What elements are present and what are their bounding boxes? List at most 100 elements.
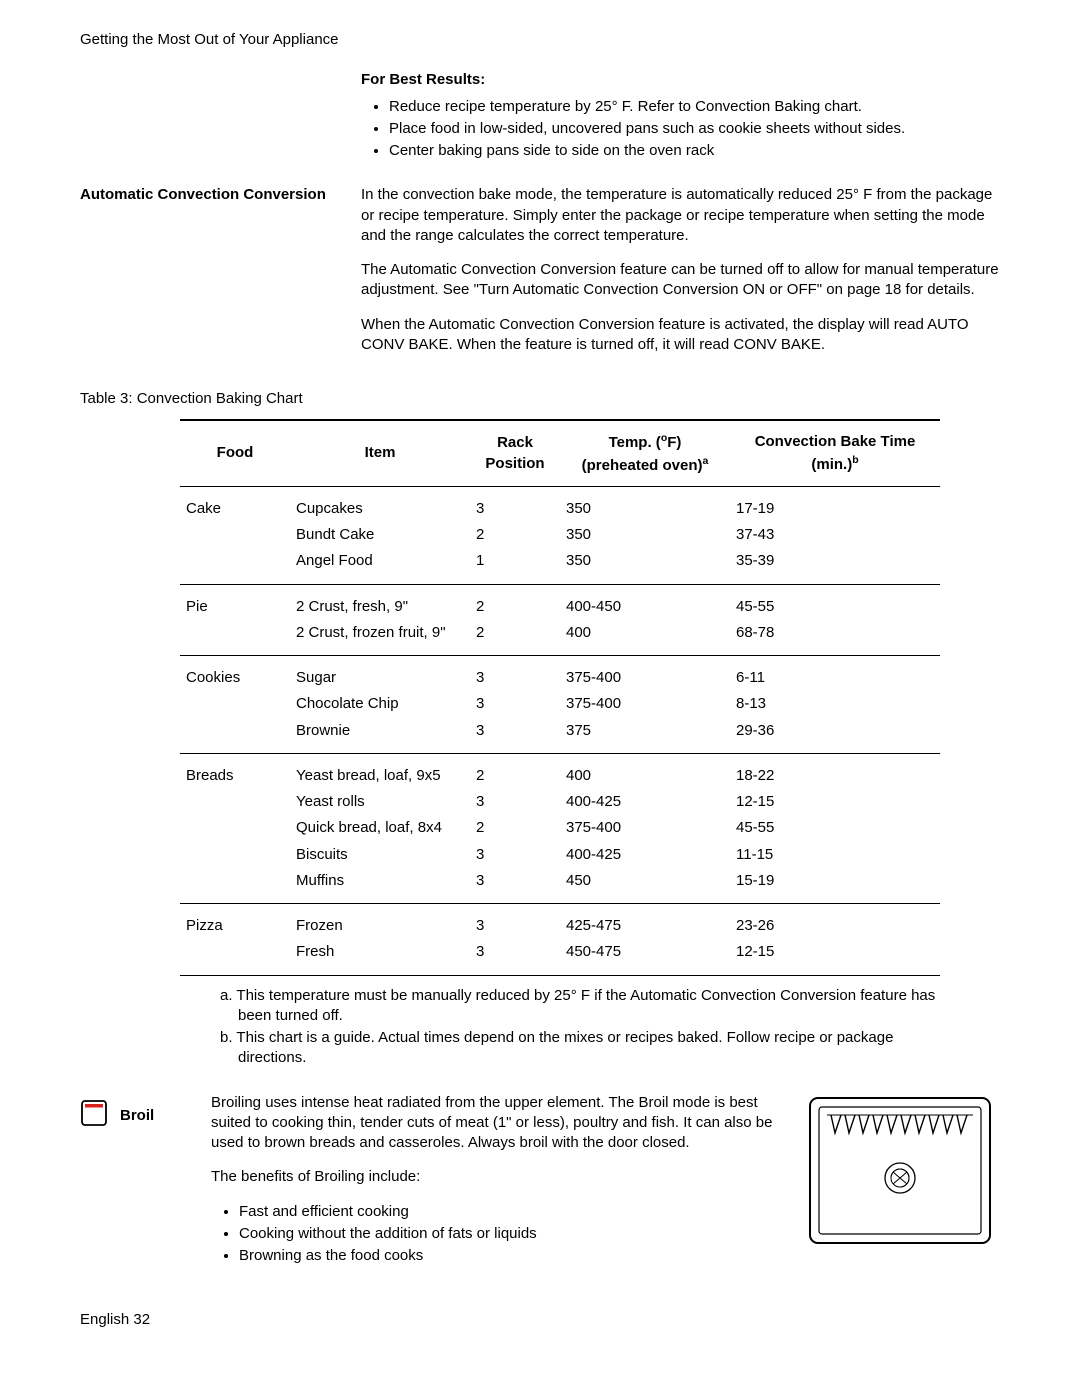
best-results-list: Reduce recipe temperature by 25° F. Refe… — [361, 97, 1000, 162]
table-cell: Cupcakes — [290, 486, 470, 522]
footnotes: a. This temperature must be manually red… — [220, 986, 940, 1069]
broil-label: Broil — [120, 1106, 154, 1126]
table-cell: 2 — [470, 584, 560, 620]
table-cell: Pie — [180, 584, 290, 620]
list-item: Cooking without the addition of fats or … — [239, 1224, 777, 1244]
best-results-heading: For Best Results: — [361, 70, 1000, 90]
table-cell: Bundt Cake — [290, 522, 470, 548]
th-food: Food — [180, 420, 290, 486]
table-cell: 2 — [470, 753, 560, 789]
th-rack: Rack Position — [470, 420, 560, 486]
table-cell: 1 — [470, 548, 560, 584]
th-time: Convection Bake Time (min.)b — [730, 420, 940, 486]
broil-benefits-list: Fast and efficient cooking Cooking witho… — [211, 1202, 777, 1267]
table-cell: 375-400 — [560, 691, 730, 717]
table-cell — [180, 522, 290, 548]
table-cell: 3 — [470, 842, 560, 868]
table-cell: 400-425 — [560, 789, 730, 815]
table-cell: 2 Crust, fresh, 9" — [290, 584, 470, 620]
table-row: Yeast rolls3400-42512-15 — [180, 789, 940, 815]
broil-icon — [80, 1099, 108, 1133]
table-cell: 350 — [560, 486, 730, 522]
table-cell: 450 — [560, 868, 730, 904]
table-cell — [180, 620, 290, 656]
footnote-b: b. This chart is a guide. Actual times d… — [220, 1028, 940, 1069]
table-cell: 2 Crust, frozen fruit, 9" — [290, 620, 470, 656]
table-cell: 425-475 — [560, 904, 730, 940]
table-row: CakeCupcakes335017-19 — [180, 486, 940, 522]
table-cell: Quick bread, loaf, 8x4 — [290, 815, 470, 841]
th-temp: Temp. (oF) (preheated oven)a — [560, 420, 730, 486]
table-row: Pie2 Crust, fresh, 9"2400-45045-55 — [180, 584, 940, 620]
table-row: Quick bread, loaf, 8x42375-40045-55 — [180, 815, 940, 841]
table-cell: 375 — [560, 718, 730, 754]
convection-baking-table: Food Item Rack Position Temp. (oF) (preh… — [180, 419, 940, 975]
table-cell: 6-11 — [730, 656, 940, 692]
table-cell: Cake — [180, 486, 290, 522]
table-cell: Cookies — [180, 656, 290, 692]
table-cell: 15-19 — [730, 868, 940, 904]
table-cell: 2 — [470, 522, 560, 548]
table-cell — [180, 548, 290, 584]
table-cell: 375-400 — [560, 815, 730, 841]
table-cell: 3 — [470, 486, 560, 522]
table-cell: Yeast bread, loaf, 9x5 — [290, 753, 470, 789]
list-item: Place food in low-sided, uncovered pans … — [389, 119, 1000, 139]
list-item: Browning as the food cooks — [239, 1246, 777, 1266]
table-row: Biscuits3400-42511-15 — [180, 842, 940, 868]
table-row: 2 Crust, frozen fruit, 9"240068-78 — [180, 620, 940, 656]
table-cell: 17-19 — [730, 486, 940, 522]
table-cell: 68-78 — [730, 620, 940, 656]
table-cell: 12-15 — [730, 789, 940, 815]
table-cell: 350 — [560, 522, 730, 548]
table-cell: 35-39 — [730, 548, 940, 584]
table-cell: 18-22 — [730, 753, 940, 789]
table-cell: 11-15 — [730, 842, 940, 868]
table-cell: 2 — [470, 620, 560, 656]
table-cell: 23-26 — [730, 904, 940, 940]
table-row: CookiesSugar3375-4006-11 — [180, 656, 940, 692]
table-cell: 2 — [470, 815, 560, 841]
table-cell — [180, 815, 290, 841]
table-cell: Fresh — [290, 939, 470, 975]
broil-para-2: The benefits of Broiling include: — [211, 1167, 777, 1187]
table-cell: 45-55 — [730, 815, 940, 841]
acc-para-1: In the convection bake mode, the tempera… — [361, 185, 1000, 246]
table-cell: Breads — [180, 753, 290, 789]
acc-para-3: When the Automatic Convection Conversion… — [361, 315, 1000, 356]
table-cell: 450-475 — [560, 939, 730, 975]
list-item: Fast and efficient cooking — [239, 1202, 777, 1222]
list-item: Center baking pans side to side on the o… — [389, 141, 1000, 161]
table-caption: Table 3: Convection Baking Chart — [80, 389, 1000, 409]
table-cell: 3 — [470, 718, 560, 754]
table-cell: 3 — [470, 904, 560, 940]
table-cell: 375-400 — [560, 656, 730, 692]
acc-para-2: The Automatic Convection Conversion feat… — [361, 260, 1000, 301]
table-cell: 400 — [560, 620, 730, 656]
table-cell — [180, 842, 290, 868]
broil-para-1: Broiling uses intense heat radiated from… — [211, 1093, 777, 1154]
table-cell: Frozen — [290, 904, 470, 940]
table-row: PizzaFrozen3425-47523-26 — [180, 904, 940, 940]
table-cell — [180, 868, 290, 904]
table-cell: Muffins — [290, 868, 470, 904]
table-cell: 3 — [470, 656, 560, 692]
table-row: Chocolate Chip3375-4008-13 — [180, 691, 940, 717]
oven-diagram — [805, 1093, 1000, 1281]
table-cell: Biscuits — [290, 842, 470, 868]
table-cell: Angel Food — [290, 548, 470, 584]
table-cell: 400-425 — [560, 842, 730, 868]
footnote-a: a. This temperature must be manually red… — [220, 986, 940, 1027]
table-row: Fresh3450-47512-15 — [180, 939, 940, 975]
table-cell: 3 — [470, 868, 560, 904]
table-cell: 400 — [560, 753, 730, 789]
table-cell: 3 — [470, 691, 560, 717]
table-cell: Yeast rolls — [290, 789, 470, 815]
table-row: Muffins345015-19 — [180, 868, 940, 904]
table-cell — [180, 691, 290, 717]
table-cell: 29-36 — [730, 718, 940, 754]
table-cell — [180, 789, 290, 815]
table-cell: 12-15 — [730, 939, 940, 975]
th-item: Item — [290, 420, 470, 486]
table-cell: 3 — [470, 789, 560, 815]
